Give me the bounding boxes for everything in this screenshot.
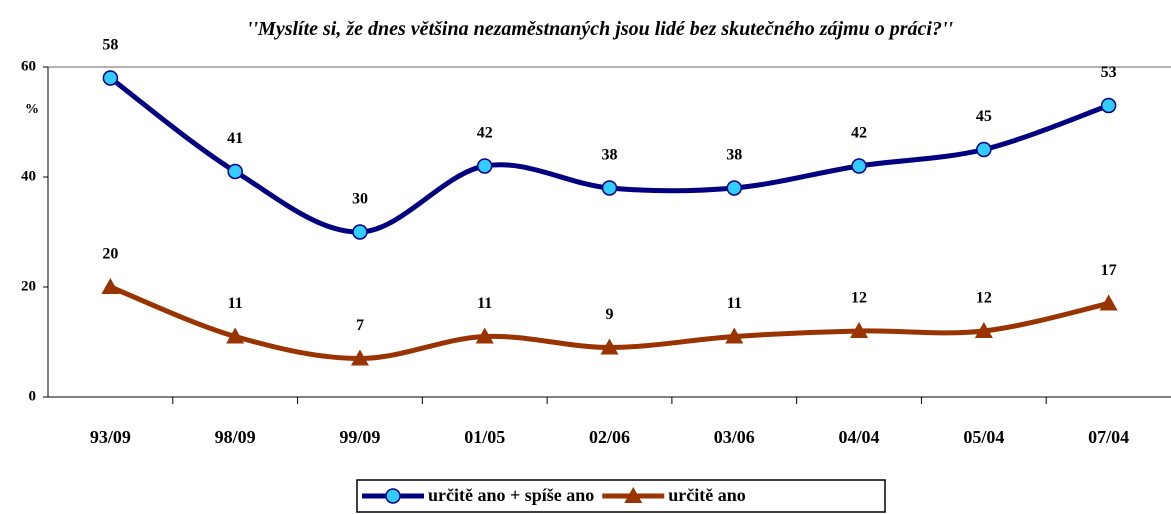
x-tick-label: 02/06	[589, 427, 630, 447]
data-label: 38	[726, 147, 742, 164]
data-point	[850, 322, 869, 338]
data-point	[227, 163, 243, 180]
data-label: 42	[851, 125, 867, 142]
data-label: 7	[356, 317, 364, 334]
data-label: 17	[1101, 262, 1117, 279]
data-point	[352, 224, 368, 240]
data-label: 53	[1101, 64, 1117, 81]
x-tick-label: 93/09	[90, 427, 131, 447]
data-label: 58	[102, 37, 118, 54]
data-label: 11	[477, 295, 492, 312]
y-tick-label: 40	[21, 168, 36, 184]
legend-marker	[385, 488, 401, 504]
data-label: 41	[227, 130, 243, 147]
data-point	[974, 322, 993, 338]
data-label: 42	[477, 125, 493, 142]
data-point	[725, 327, 744, 344]
data-label: 11	[228, 295, 243, 312]
x-tick-label: 99/09	[339, 427, 380, 447]
data-point	[350, 349, 369, 366]
x-tick-label: 04/04	[839, 427, 880, 447]
data-label: 12	[976, 290, 992, 307]
data-point	[475, 327, 494, 344]
x-tick-label: 98/09	[215, 427, 256, 447]
data-point	[976, 141, 992, 158]
data-point	[101, 278, 120, 294]
y-tick-label: 60	[21, 58, 36, 74]
y-tick-label: 20	[21, 278, 36, 294]
data-label: 45	[976, 108, 992, 125]
data-label: 30	[352, 191, 368, 208]
data-label: 9	[606, 306, 614, 323]
x-tick-label: 03/06	[714, 427, 755, 447]
data-point	[726, 180, 743, 196]
data-point	[851, 158, 867, 174]
data-label: 38	[602, 147, 618, 164]
y-tick-label: 0	[29, 388, 37, 404]
data-label: 12	[851, 290, 867, 307]
chart-title: ''Myslíte si, že dnes většina nezaměstna…	[246, 18, 954, 40]
data-point	[601, 180, 618, 196]
data-label: 11	[727, 295, 742, 312]
y-axis-label: %	[25, 102, 39, 117]
legend-label: určitě ano	[668, 485, 745, 505]
legend-marker	[624, 487, 643, 503]
data-point	[1099, 294, 1118, 311]
data-point	[226, 327, 245, 344]
data-point	[1100, 97, 1117, 114]
data-point	[600, 338, 619, 355]
data-point	[476, 158, 493, 174]
legend-label: určitě ano + spíše ano	[428, 485, 594, 505]
data-point	[102, 70, 119, 86]
x-tick-label: 05/04	[963, 427, 1004, 447]
data-label: 20	[102, 246, 118, 263]
x-tick-label: 07/04	[1088, 427, 1129, 447]
x-tick-label: 01/05	[464, 427, 505, 447]
